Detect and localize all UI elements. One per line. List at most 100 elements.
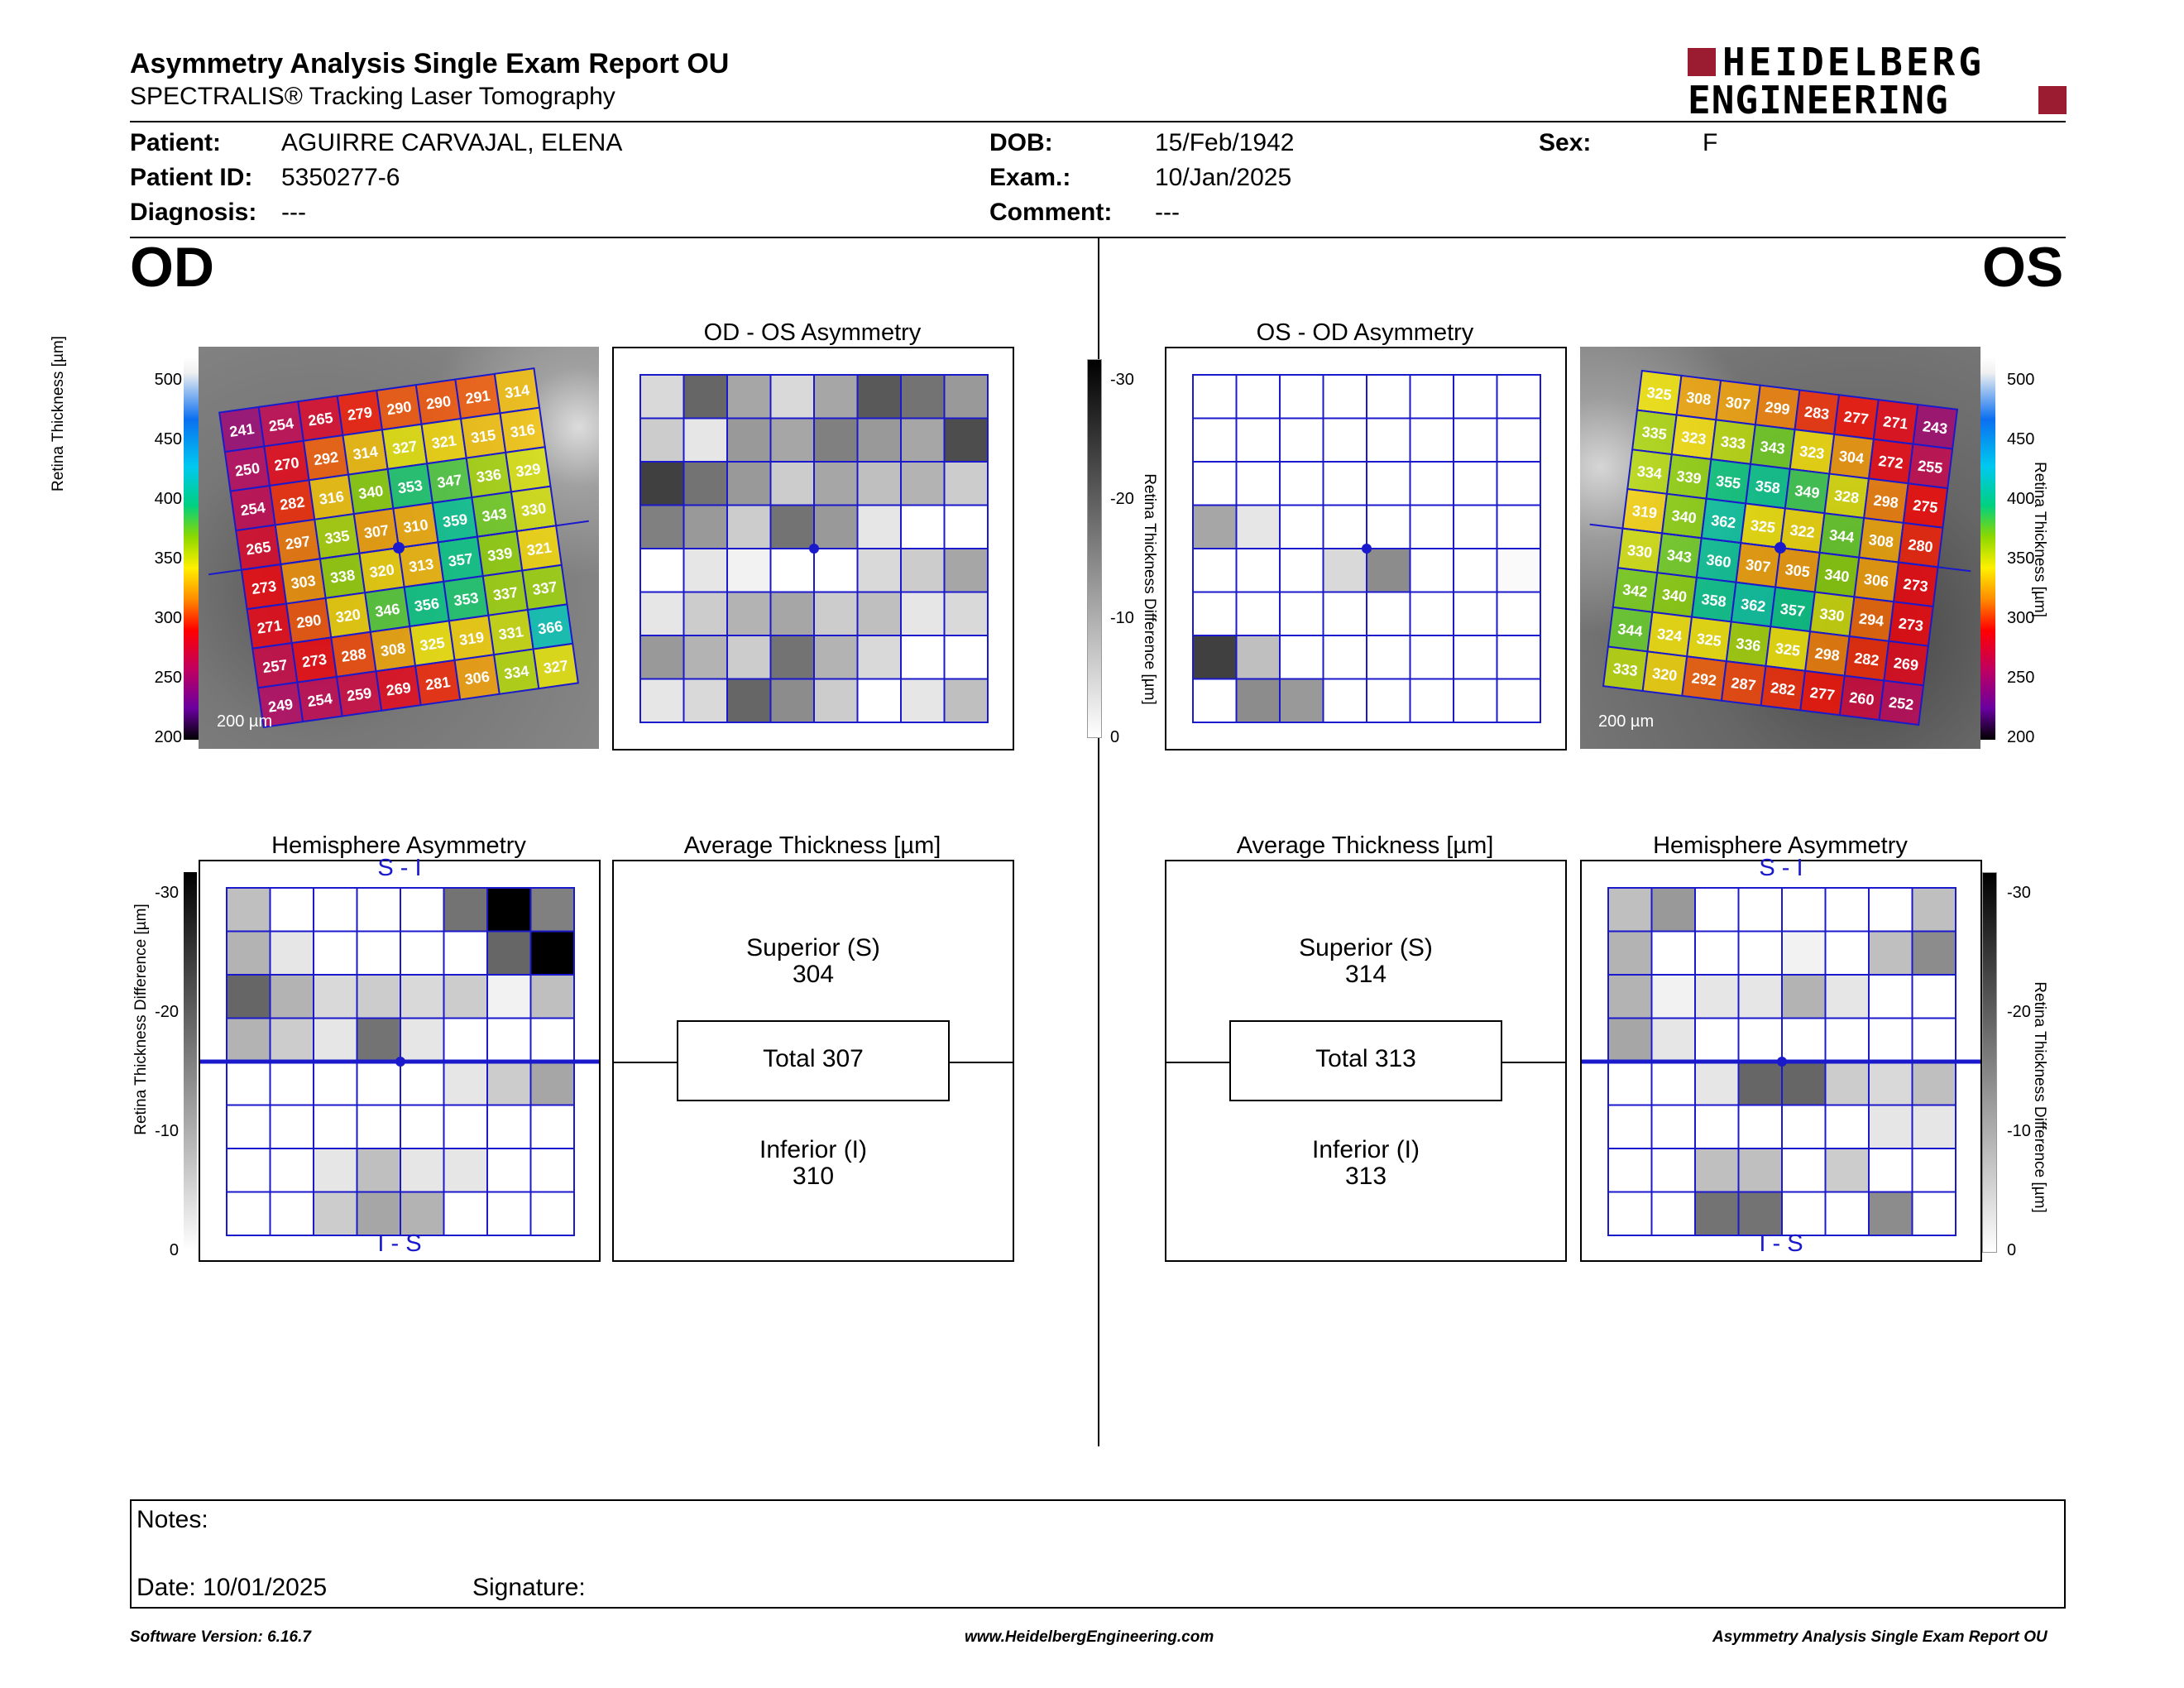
os-hemi-cell [1650,1061,1696,1106]
os-thick-value: 323 [1680,429,1707,448]
logo-line1: HEIDELBERG [1722,40,1985,84]
od-thick-value: 290 [425,393,453,413]
os-hemi-cell [1824,930,1870,976]
od-thick-value: 310 [402,516,429,536]
od-total-label: Total 307 [763,1045,864,1072]
footer-website[interactable]: www.HeidelbergEngineering.com [965,1628,1214,1646]
od-hemi-cell [226,1148,271,1193]
od-asym-cell [943,678,989,723]
od-avg-title: Average Thickness [µm] [683,832,941,859]
od-thick-value: 290 [295,611,323,631]
os-hemi-cell [1694,1191,1740,1236]
os-thick-value: 277 [1809,684,1836,704]
od-thick-fovea-dot [393,542,405,554]
os-hemi-cell [1650,1148,1696,1193]
od-asym-cell [813,635,859,680]
os-thick-fovea-dot [1774,542,1786,554]
od-hemi-cell [529,930,575,976]
os-hemi-cell [1607,1061,1653,1106]
od-hemi-cell [400,1148,445,1193]
os-asym-cell [1235,417,1281,463]
od-hemi-cell [226,930,271,976]
asym-diff-tick-20: -20 [1110,490,1134,508]
os-hemi-bottom-label: I - S [1759,1230,1803,1257]
od-thick-value: 273 [301,651,328,671]
os-avg-title: Average Thickness [µm] [1236,832,1494,859]
od-hemi-cell [313,1191,358,1236]
od-thick-value: 297 [285,533,312,553]
os-diff-ticks: -30 -20 -10 0 [2007,884,2057,1264]
od-hemi-cell [269,887,314,933]
od-average-panel: Superior (S) 304 Total 307 Inferior (I) … [612,860,1014,1262]
logo-red-square-bottom [2038,86,2067,114]
sex-value: F [1703,129,1718,156]
od-thick-value: 308 [380,640,407,659]
od-thick-value: 343 [481,506,508,525]
os-hemi-cell [1694,887,1740,933]
os-fundus-image: 325 308 307 299 283 277 271 243 335 323 333 343 323 3… [1580,347,1980,749]
od-thick-value: 315 [470,426,497,446]
os-inferior-label: Inferior (I) [1311,1136,1420,1163]
od-thick-value: 353 [453,589,480,609]
notes-box[interactable]: Notes: Date: 10/01/2025 Signature: [130,1499,2066,1609]
os-thick-value: 334 [1636,463,1663,482]
heidelberg-logo: HEIDELBERG ENGINEERING [1688,40,2067,122]
od-asym-cell [639,504,685,549]
od-asym-cell [726,417,772,463]
os-thick-value: 355 [1715,472,1741,492]
os-asym-cell [1235,678,1281,723]
od-thickness-map: 241 254 265 279 290 290 291 314 250 270 292 314 327 3… [208,367,589,728]
os-asym-cell [1366,548,1411,593]
od-asym-cell [943,504,989,549]
od-asym-cell [943,461,989,506]
od-diff-tick-0: 0 [169,1241,179,1259]
os-hemi-cell [1868,1017,1913,1062]
os-asym-cell [1496,374,1541,420]
os-asym-cell [1496,635,1541,680]
os-thick-grid-group: 325 308 307 299 283 277 271 243 335 323 333 343 323 3… [1589,369,1971,727]
od-thick-value: 321 [526,539,553,559]
os-thick-value: 277 [1843,408,1870,428]
od-asym-cell [943,635,989,680]
od-eye-label: OD [130,236,214,299]
od-asym-cell [682,461,728,506]
od-hemi-cell [400,1104,445,1149]
asym-diff-ticks: -30 -20 -10 0 [1110,371,1160,751]
od-asym-cell [856,548,902,593]
od-asym-cell [726,678,772,723]
os-thick-value: 328 [1833,487,1860,507]
od-hemi-cell [443,1191,488,1236]
asym-diff-tick-0: 0 [1110,728,1120,746]
os-thick-value: 325 [1774,640,1801,659]
os-asym-cell [1322,635,1367,680]
od-hemi-cell [269,1061,314,1106]
od-hemi-cell [226,887,271,933]
od-hemi-cell [356,974,401,1019]
od-asym-fovea-dot [809,544,819,554]
report-title: Asymmetry Analysis Single Exam Report OU [130,48,730,79]
od-asym-cell [682,591,728,636]
od-asym-cell [682,417,728,463]
od-hemi-cell [269,1191,314,1236]
od-asym-cell [900,417,946,463]
os-tick-250: 250 [2007,669,2035,687]
od-asym-cell [856,461,902,506]
os-thick-value: 333 [1612,660,1639,680]
od-hemi-cell [356,1061,401,1106]
od-hemi-cell [400,1191,445,1236]
os-thick-value: 357 [1779,601,1806,621]
asym-diff-axis-label: Retina Thickness Difference [µm] [1141,473,1158,705]
od-thick-value: 249 [267,696,295,716]
os-thick-value: 273 [1903,576,1929,596]
od-hemi-cell [356,1104,401,1149]
os-thickness-ticks: 500 450 400 350 300 250 200 [2007,371,2057,751]
os-asym-cell [1409,548,1454,593]
os-thick-value: 325 [1645,384,1672,404]
patient-id-label: Patient ID: [130,164,253,191]
os-thick-value: 330 [1626,542,1653,562]
od-asym-cell [639,461,685,506]
od-hemi-cell [356,1017,401,1062]
od-inferior-value: 310 [792,1163,835,1190]
od-asym-cell [769,374,815,420]
os-thick-value: 252 [1888,693,1914,713]
